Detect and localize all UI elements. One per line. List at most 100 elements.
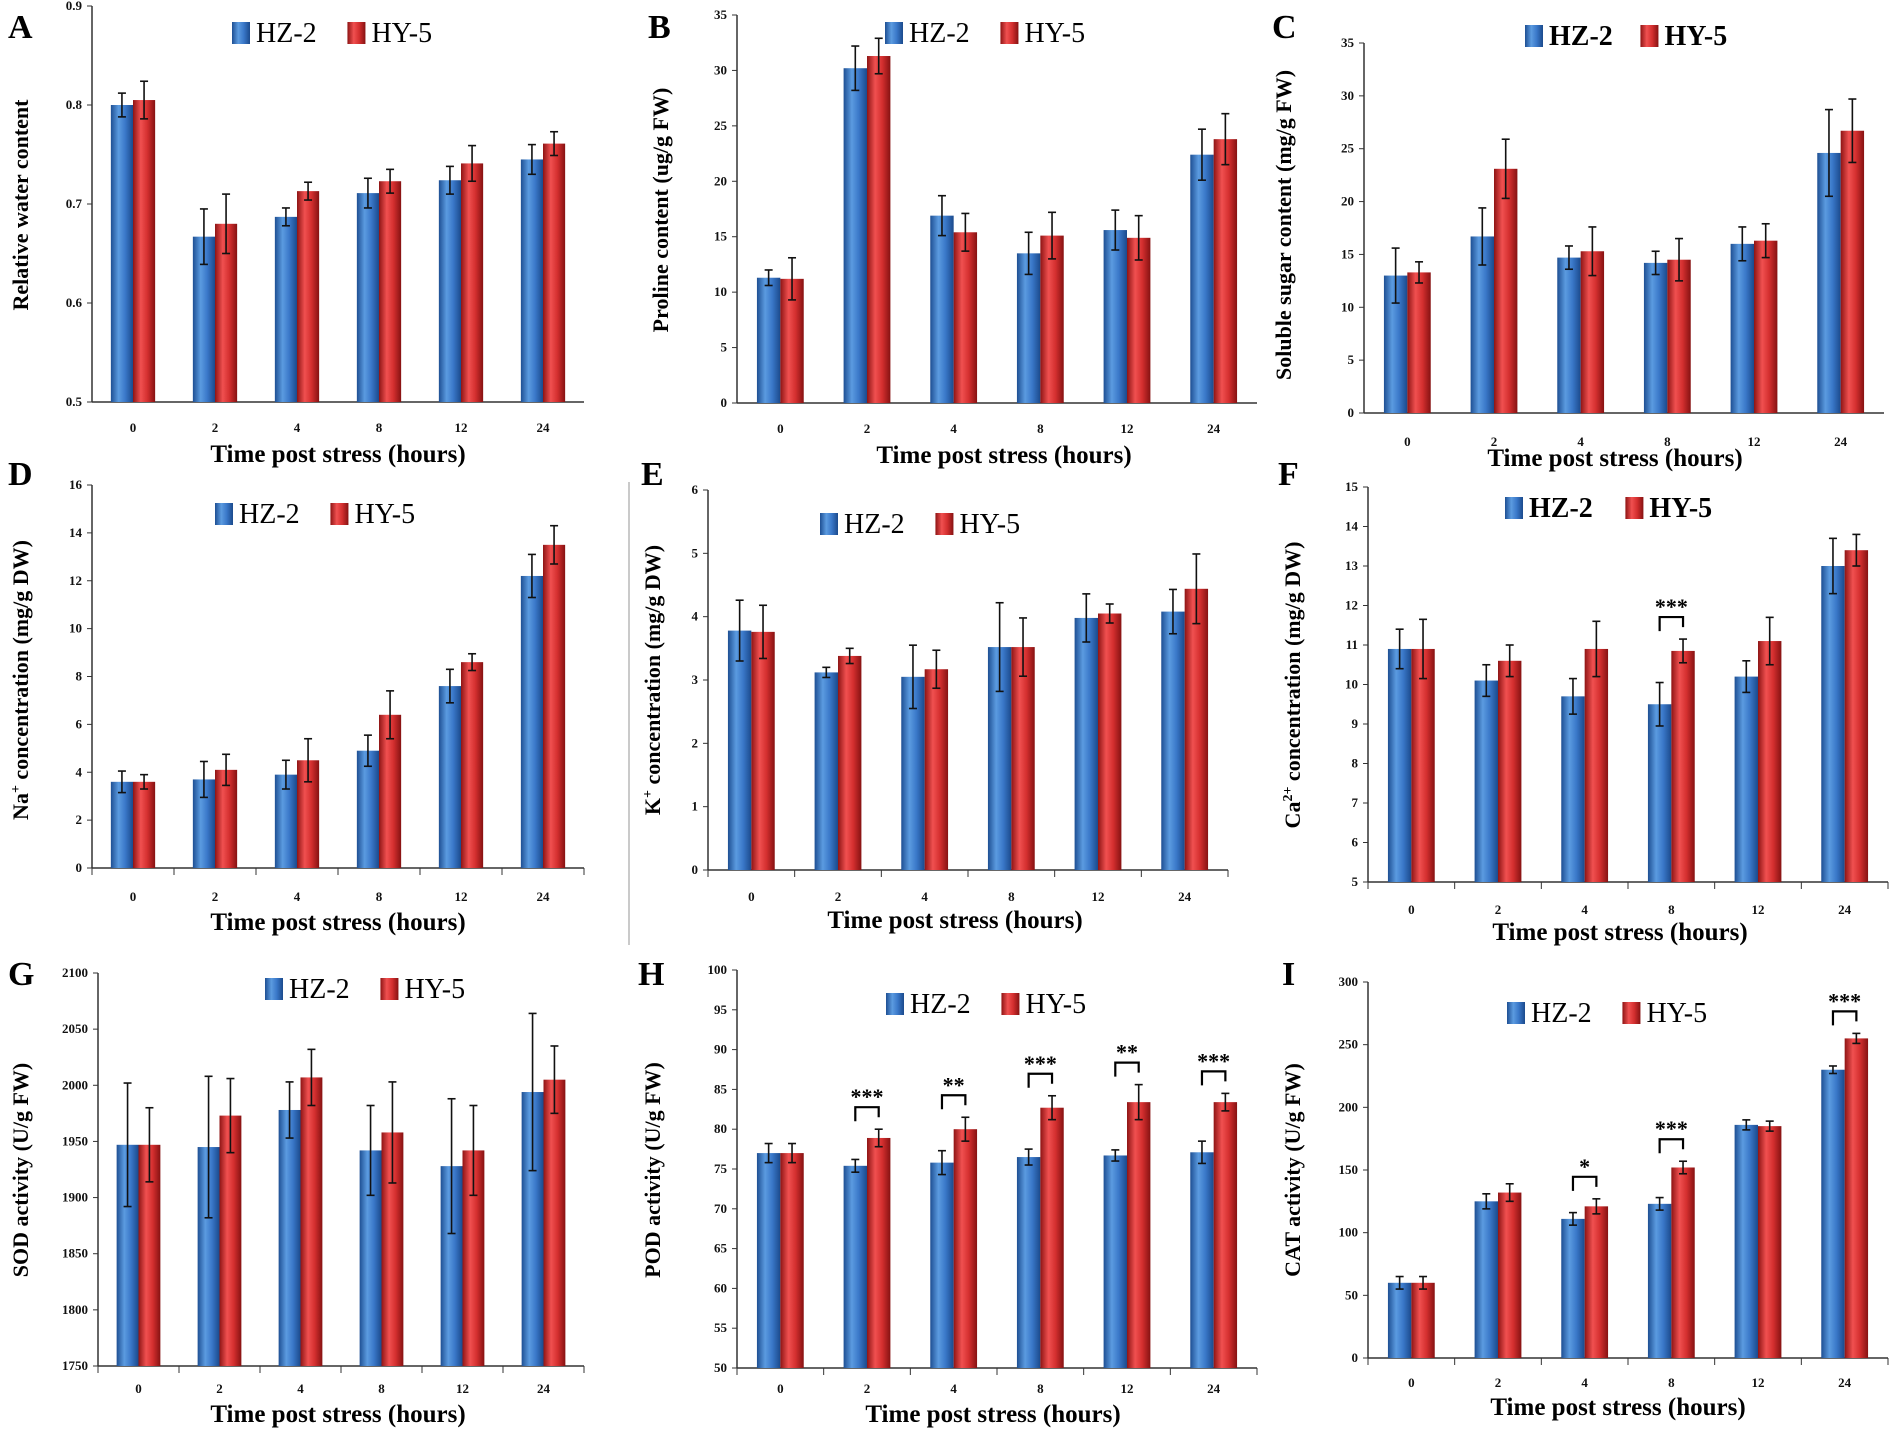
bar [780,278,804,403]
significance-marker: *** [851,1084,884,1122]
y-tick-label: 0.5 [66,394,83,409]
y-tick-label: 50 [714,1360,727,1375]
bar [1734,1124,1758,1358]
significance-marker: *** [1828,988,1861,1026]
x-tick-label: 0 [130,889,137,904]
y-axis-label: Soluble sugar content (mg/g FW) [1271,70,1296,380]
x-tick-label: 0 [135,1381,142,1396]
y-tick-label: 7 [1352,795,1359,810]
significance-label: ** [1116,1040,1138,1065]
x-tick-label: 4 [1577,434,1584,449]
y-tick-label: 200 [1339,1099,1359,1114]
x-tick-label: 4 [950,421,957,436]
y-tick-label: 65 [714,1241,728,1256]
bar [1161,611,1185,870]
significance-bracket [1200,1070,1227,1086]
y-tick-label: 70 [714,1201,727,1216]
series-hz-2 [116,1012,544,1366]
legend: HZ-2 HY-5 [1505,493,1712,524]
bar [1190,154,1214,403]
x-tick-label: 12 [1121,421,1134,436]
bar [1580,251,1605,413]
bar [953,1129,978,1368]
series-hy-5 [780,37,1238,403]
y-axis-label: Proline content (ug/g FW) [648,88,673,333]
bar [543,143,566,403]
bar [1584,1206,1609,1358]
bar [843,1165,867,1368]
series-hz-2 [1387,1065,1845,1358]
significance-bracket [1027,1072,1054,1088]
y-tick-label: 20 [1341,194,1354,209]
y-tick-label: 10 [1345,677,1358,692]
x-tick-label: 12 [1752,902,1765,917]
x-tick-label: 12 [1121,1381,1134,1396]
x-tick-label: 2 [864,421,871,436]
legend: HZ-2 HY-5 [885,18,1085,49]
bar [1584,648,1609,882]
y-tick-label: 5 [1352,874,1359,889]
y-tick-label: 1750 [62,1358,88,1373]
bar [215,769,238,868]
y-tick-label: 100 [1339,1225,1359,1240]
significance-marker: *** [1655,594,1688,632]
bar [1647,1203,1672,1358]
x-axis-label: Time post stress (hours) [865,1401,1120,1428]
x-tick-label: 24 [1207,1381,1221,1396]
x-axis-label: Time post stress (hours) [876,442,1131,469]
bar [192,779,215,868]
y-tick-label: 15 [1341,246,1355,261]
x-tick-label: 8 [1037,421,1044,436]
legend-label: HY-5 [959,509,1020,540]
bar [543,1079,566,1366]
legend-swatch [330,503,349,525]
x-axis-label: Time post stress (hours) [210,1401,465,1428]
y-tick-label: 1850 [62,1246,88,1261]
x-tick-label: 4 [950,1381,957,1396]
y-tick-label: 4 [692,609,699,624]
y-tick-label: 30 [1341,88,1354,103]
x-tick-label: 24 [1207,421,1221,436]
x-tick-label: 2 [216,1381,223,1396]
legend-label: HZ-2 [289,974,350,1005]
legend-label: HZ-2 [239,499,300,530]
y-tick-label: 85 [714,1081,728,1096]
significance-label: *** [1655,594,1688,619]
legend-label: HY-5 [1664,21,1727,52]
bar [1498,1192,1522,1358]
bar [1730,243,1754,413]
y-tick-label: 0 [1352,1350,1359,1365]
y-tick-label: 8 [76,669,83,684]
significance-label: *** [1024,1051,1057,1076]
bar [756,1153,781,1368]
legend-swatch [1640,25,1659,47]
bar [543,544,566,868]
bar [1474,680,1498,882]
y-tick-label: 1950 [62,1133,88,1148]
significance-label: *** [1828,988,1861,1013]
y-tick-label: 50 [1345,1287,1358,1302]
x-tick-label: 8 [1037,1381,1044,1396]
legend-label: HZ-2 [1549,21,1613,52]
bar [1016,253,1041,403]
x-tick-label: 24 [537,889,551,904]
y-axis-label: Relative water content [8,99,33,311]
bar [381,1132,404,1366]
x-tick-label: 2 [212,889,219,904]
legend-label: HY-5 [371,18,432,49]
x-tick-label: 0 [1408,1375,1415,1390]
y-tick-label: 1800 [62,1302,88,1317]
y-label-charge: + [641,790,656,798]
significance-bracket [1658,1138,1685,1154]
bar [1407,272,1431,413]
bar [1127,1102,1151,1368]
significance-marker: *** [1655,1116,1688,1154]
x-tick-label: 0 [777,421,784,436]
bar [1671,1167,1695,1358]
bar [461,662,484,868]
legend: HZ-2 HY-5 [215,499,415,530]
